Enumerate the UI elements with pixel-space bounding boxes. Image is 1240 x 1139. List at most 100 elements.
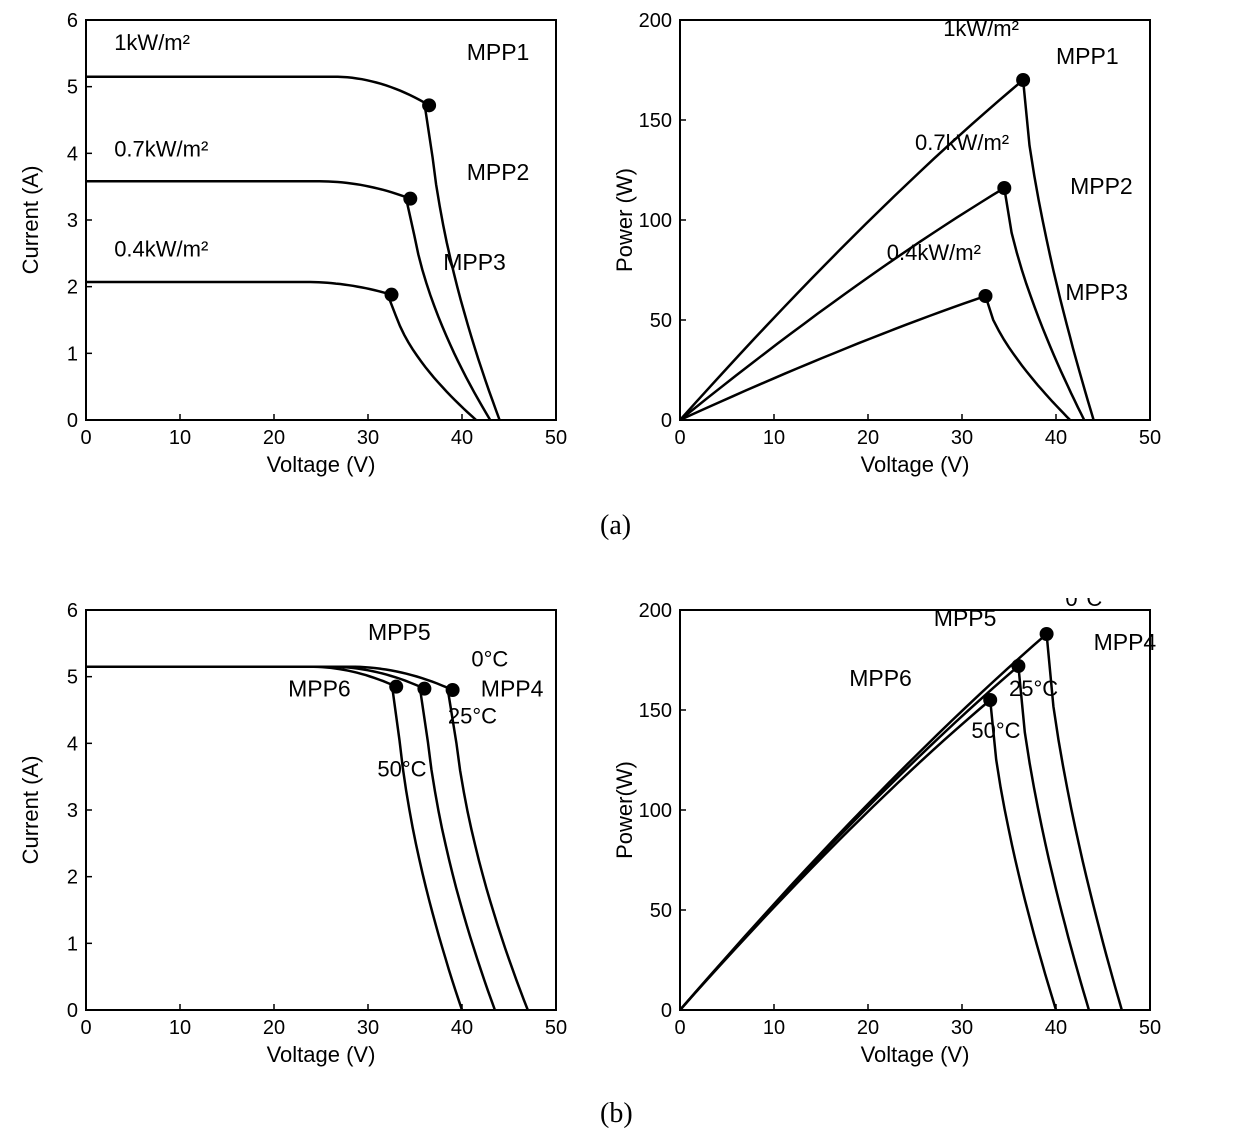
ytick-label: 0 [661, 410, 672, 432]
panel-pv-irr: 01020304050050100150200Voltage (V)Power … [610, 8, 1230, 490]
ytick-label: 50 [650, 310, 672, 332]
ytick-label: 100 [639, 800, 672, 822]
panel-pv-temp: 01020304050050100150200Voltage (V)Power(… [610, 598, 1230, 1080]
series-curve [680, 666, 1089, 1010]
ytick-label: 4 [67, 143, 78, 165]
xtick-label: 30 [357, 427, 379, 449]
mpp-marker [417, 682, 431, 696]
ytick-label: 2 [67, 277, 78, 299]
xtick-label: 50 [545, 1017, 567, 1039]
xtick-label: 10 [169, 1017, 191, 1039]
mpp-label: MPP6 [849, 665, 912, 691]
ytick-label: 2 [67, 867, 78, 889]
xtick-label: 50 [545, 427, 567, 449]
xtick-label: 40 [451, 1017, 473, 1039]
xtick-label: 30 [951, 427, 973, 449]
mpp-marker [385, 288, 399, 302]
plot-box [680, 20, 1150, 420]
mpp-label: MPP5 [368, 619, 431, 645]
xtick-label: 20 [857, 427, 879, 449]
mpp-marker [1016, 73, 1030, 87]
mpp-marker [997, 181, 1011, 195]
ytick-label: 100 [639, 210, 672, 232]
ytick-label: 150 [639, 700, 672, 722]
chart-pv-temp: 01020304050050100150200Voltage (V)Power(… [610, 598, 1230, 1080]
panel-iv-temp: 0 10 20 30 40 50 0 1 2 3 4 5 6 Voltage (V) Current (A)… [16, 598, 636, 1080]
mpp-marker [403, 192, 417, 206]
mpp-label: MPP2 [1070, 173, 1133, 199]
ylabel: Power (W) [612, 168, 637, 272]
mpp-label: MPP4 [481, 676, 544, 702]
xtick-label: 50 [1139, 1017, 1161, 1039]
xtick-label: 10 [169, 427, 191, 449]
series-curve [680, 296, 1070, 420]
mpp-marker [1011, 659, 1025, 673]
series-curve [680, 188, 1084, 420]
xtick-label: 30 [951, 1017, 973, 1039]
mpp-marker [983, 693, 997, 707]
ytick-label: 6 [67, 10, 78, 32]
xtick-label: 20 [857, 1017, 879, 1039]
mpp-marker [979, 289, 993, 303]
chart-iv-temp: 0 10 20 30 40 50 0 1 2 3 4 5 6 Voltage (V) Current (A)… [16, 598, 636, 1080]
ytick-label: 200 [639, 10, 672, 32]
ytick-label: 1 [67, 933, 78, 955]
mpp-label: MPP3 [1065, 279, 1128, 305]
mpp-label: MPP5 [934, 605, 997, 631]
series-label: 0.7kW/m² [114, 137, 208, 162]
series-label: 25°C [1009, 676, 1058, 701]
ytick-label: 0 [67, 1000, 78, 1022]
ytick-label: 200 [639, 600, 672, 622]
ylabel: Power(W) [612, 761, 637, 859]
ylabel: Current (A) [18, 756, 43, 865]
xtick-label: 40 [451, 427, 473, 449]
mpp-label: MPP6 [288, 676, 351, 702]
series-label: 1kW/m² [943, 16, 1019, 41]
mpp-label: MPP1 [467, 39, 530, 65]
series-curve [86, 181, 490, 420]
plot-box [86, 20, 556, 420]
series-label: 50°C [971, 718, 1020, 743]
ytick-label: 3 [67, 210, 78, 232]
series-label: 50°C [377, 757, 426, 782]
series-curve [86, 282, 476, 420]
ylabel: Current (A) [18, 166, 43, 275]
xtick-label: 10 [763, 427, 785, 449]
xtick-label: 30 [357, 1017, 379, 1039]
ytick-label: 5 [67, 667, 78, 689]
xtick-label: 40 [1045, 1017, 1067, 1039]
figure-root: 010203040500123456Voltage (V)Current (A)… [0, 0, 1240, 1139]
mpp-marker [422, 98, 436, 112]
mpp-label: MPP2 [467, 159, 530, 185]
ytick-label: 0 [661, 1000, 672, 1022]
mpp-marker [446, 683, 460, 697]
xtick-label: 40 [1045, 427, 1067, 449]
ytick-label: 3 [67, 800, 78, 822]
ytick-label: 5 [67, 77, 78, 99]
ytick-label: 150 [639, 110, 672, 132]
xtick-label: 0 [80, 1017, 91, 1039]
mpp-label: MPP3 [443, 249, 506, 275]
ytick-label: 4 [67, 733, 78, 755]
chart-iv-irr: 010203040500123456Voltage (V)Current (A)… [16, 8, 636, 490]
chart-pv-irr: 01020304050050100150200Voltage (V)Power … [610, 8, 1230, 490]
xlabel: Voltage (V) [861, 452, 970, 477]
series-label: 0.7kW/m² [915, 130, 1009, 155]
series-label: 0.4kW/m² [887, 240, 981, 265]
xlabel: Voltage (V) [267, 1042, 376, 1067]
mpp-label: MPP4 [1094, 629, 1157, 655]
mpp-marker [1040, 627, 1054, 641]
series-label: 0.4kW/m² [114, 237, 208, 262]
ytick-label: 6 [67, 600, 78, 622]
xtick-label: 50 [1139, 427, 1161, 449]
series-label: 1kW/m² [114, 30, 190, 55]
ytick-label: 1 [67, 343, 78, 365]
xlabel: Voltage (V) [861, 1042, 970, 1067]
series-label: 25°C [448, 703, 497, 728]
panel-iv-irr: 010203040500123456Voltage (V)Current (A)… [16, 8, 636, 490]
mpp-label: MPP1 [1056, 43, 1119, 69]
xtick-label: 20 [263, 1017, 285, 1039]
ytick-label: 0 [67, 410, 78, 432]
series-curve [680, 700, 1056, 1010]
xtick-label: 0 [674, 1017, 685, 1039]
